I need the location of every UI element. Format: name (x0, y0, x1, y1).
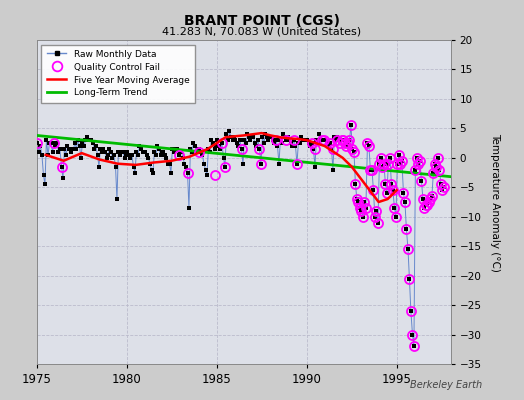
Text: 41.283 N, 70.083 W (United States): 41.283 N, 70.083 W (United States) (162, 26, 362, 36)
Text: BRANT POINT (CGS): BRANT POINT (CGS) (184, 14, 340, 28)
Y-axis label: Temperature Anomaly (°C): Temperature Anomaly (°C) (490, 132, 500, 272)
Legend: Raw Monthly Data, Quality Control Fail, Five Year Moving Average, Long-Term Tren: Raw Monthly Data, Quality Control Fail, … (41, 44, 195, 103)
Text: Berkeley Earth: Berkeley Earth (410, 380, 482, 390)
